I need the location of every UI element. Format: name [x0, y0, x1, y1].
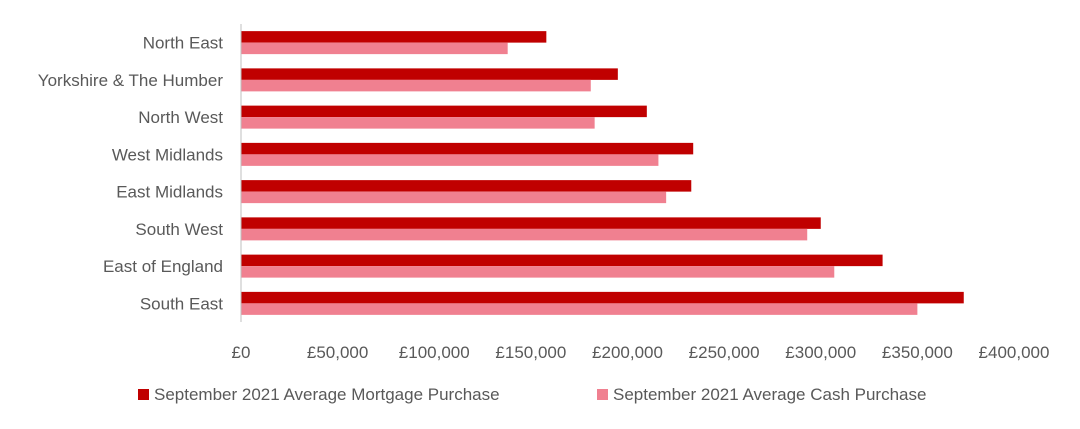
bar-mortgage-south-east [241, 291, 964, 304]
bar-cash-north-west [241, 117, 595, 129]
category-label: South East [140, 294, 223, 313]
category-label: West Midlands [112, 145, 223, 164]
category-label: North West [138, 108, 223, 127]
x-tick-label: £400,000 [979, 343, 1050, 362]
legend-label-mortgage: September 2021 Average Mortgage Purchase [154, 385, 500, 404]
x-tick-label: £350,000 [882, 343, 953, 362]
legend: September 2021 Average Mortgage Purchase… [138, 385, 926, 404]
x-tick-labels: £0 £50,000 £100,000 £150,000 £200,000 £250,00… [232, 343, 1050, 362]
bar-cash-east-of-england [241, 266, 835, 278]
bar-cash-east-midlands [241, 191, 667, 204]
bar-mortgage-north-west [241, 105, 647, 118]
bar-cash-south-east [241, 303, 918, 315]
legend-label-cash: September 2021 Average Cash Purchase [613, 385, 926, 404]
x-tick-label: £300,000 [785, 343, 856, 362]
bar-mortgage-north-east [241, 31, 547, 43]
category-labels: North East Yorkshire & The Humber North We… [38, 34, 224, 314]
x-tick-label: £150,000 [495, 343, 566, 362]
x-tick-label: £0 [232, 343, 251, 362]
bar-mortgage-west-midlands [241, 142, 694, 155]
category-label: Yorkshire & The Humber [38, 71, 224, 90]
x-tick-label: £100,000 [399, 343, 470, 362]
bar-cash-south-west [241, 228, 808, 241]
bar-mortgage-east-of-england [241, 254, 883, 267]
bar-cash-west-midlands [241, 154, 659, 166]
x-tick-label: £200,000 [592, 343, 663, 362]
category-label: South West [135, 220, 223, 239]
bar-mortgage-east-midlands [241, 180, 692, 192]
category-label: North East [143, 34, 224, 53]
bar-cash-yorkshire-the-humber [241, 79, 591, 92]
bar-mortgage-south-west [241, 217, 821, 229]
bar-mortgage-yorkshire-the-humber [241, 68, 618, 80]
category-label: East Midlands [116, 183, 223, 202]
legend-swatch-mortgage [138, 389, 149, 400]
category-label: East of England [103, 257, 223, 276]
x-tick-label: £50,000 [307, 343, 368, 362]
bar-cash-north-east [241, 42, 508, 55]
legend-swatch-cash [597, 389, 608, 400]
bars-group [241, 31, 964, 315]
x-tick-label: £250,000 [689, 343, 760, 362]
